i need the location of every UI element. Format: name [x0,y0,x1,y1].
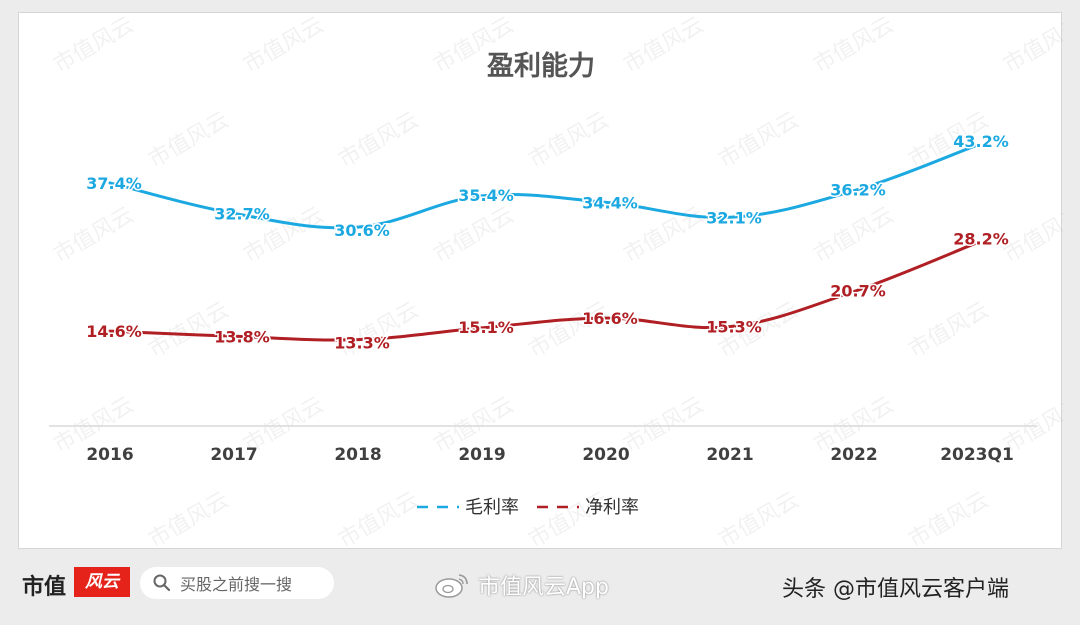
data-label-s0-2017: 32.7% [214,204,270,223]
data-label-s0-2022: 36.2% [830,181,886,200]
data-label-s1-2022: 20.7% [830,281,886,300]
watermark-6: 市值风云 [145,108,234,174]
watermark-0: 市值风云 [50,13,139,78]
watermark-3: 市值风云 [620,13,709,78]
watermark-33: 市值风云 [715,488,804,550]
search-box[interactable]: 买股之前搜一搜 [140,567,334,599]
x-tick-2022: 2022 [830,445,877,465]
brand-logo-mark: 风云 [74,567,130,597]
data-label-s1-2021: 15.3% [706,318,762,337]
series-line-1 [108,241,979,342]
watermark-17: 市值风云 [1000,203,1064,269]
data-label-s1-2018: 13.3% [334,334,390,353]
watermark-1: 市值风云 [240,13,329,78]
weibo-icon [435,574,468,598]
data-label-s0-2021: 32.1% [706,208,762,227]
data-label-s1-2023Q1: 28.2% [953,230,1009,249]
legend: 毛利率 净利率 [417,497,639,518]
series-lines [108,143,979,342]
data-label-s1-2019: 15.1% [458,318,514,337]
weibo-account: 市值风云App [478,575,609,600]
chart-title: 盈利能力 [487,50,595,82]
watermark-12: 市值风云 [50,203,139,269]
x-tick-2017: 2017 [210,445,257,465]
data-labels: 37.4% 32.7% 30.6% 35.4% 34.4% 32.1% 36.2% 43.2%… [85,131,1011,354]
watermark-16: 市值风云 [810,203,899,269]
footer-bar: 市值 风云 买股之前搜一搜 市值风云App 头条 @市值风云客户端 [0,555,1080,625]
watermark-31: 市值风云 [335,488,424,550]
legend-label-1: 净利率 [585,497,639,518]
data-label-s0-2023Q1: 43.2% [953,132,1009,151]
watermark-22: 市值风云 [905,298,994,364]
toutiao-account: 头条 @市值风云客户端 [782,577,1009,602]
x-tick-2018: 2018 [334,445,381,465]
brand-logo-text: 市值 [22,575,67,600]
data-label-s0-2020: 34.4% [582,193,638,212]
search-placeholder: 买股之前搜一搜 [180,575,293,594]
x-tick-2020: 2020 [582,445,629,465]
data-label-s0-2018: 30.6% [334,221,390,240]
watermark-14: 市值风云 [430,203,519,269]
series-line-0 [108,143,979,230]
watermark-8: 市值风云 [525,108,614,174]
data-label-s1-2017: 13.8% [214,327,270,346]
x-axis-ticks: 2016 2017 2018 2019 2020 2021 2022 2023Q1 [86,445,1013,465]
search-icon [153,574,171,592]
watermark-19: 市值风云 [335,298,424,364]
data-label-s0-2019: 35.4% [458,186,514,205]
x-tick-2023Q1: 2023Q1 [940,445,1014,465]
x-tick-2019: 2019 [458,445,505,465]
legend-label-0: 毛利率 [465,497,519,518]
data-label-s0-2016: 37.4% [86,174,142,193]
x-tick-2021: 2021 [706,445,753,465]
watermark-7: 市值风云 [335,108,424,174]
watermark-5: 市值风云 [1000,13,1064,78]
watermark-30: 市值风云 [145,488,234,550]
x-tick-2016: 2016 [86,445,133,465]
data-label-s1-2020: 16.6% [582,309,638,328]
watermark-20: 市值风云 [525,298,614,364]
watermark-9: 市值风云 [715,108,804,174]
watermark-4: 市值风云 [810,13,899,78]
watermark-34: 市值风云 [905,488,994,550]
data-label-s1-2016: 14.6% [86,322,142,341]
chart-card: 市值风云 市值风云 市值风云 市值风云 市值风云 市值风云 市值风云 市值风云 市值风云 市值风云… [18,12,1064,550]
